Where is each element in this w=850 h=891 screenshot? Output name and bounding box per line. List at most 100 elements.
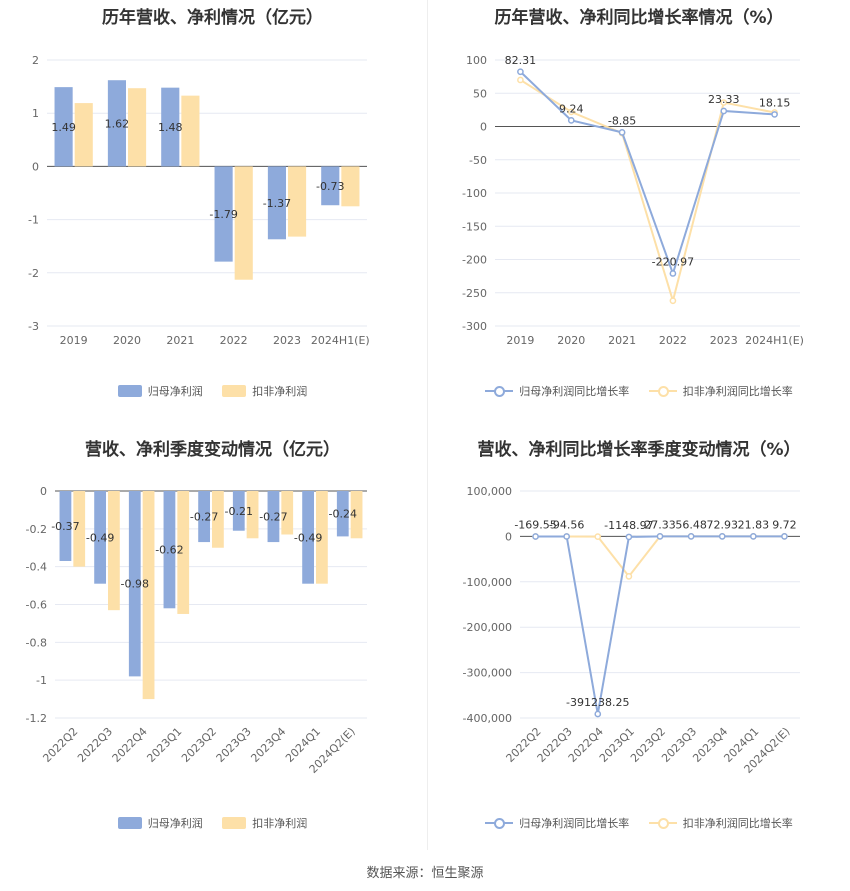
y-tick-label: -0.4 — [26, 561, 47, 574]
legend-label: 扣非净利润同比增长率 — [682, 385, 793, 398]
bar-series-2 — [341, 166, 360, 207]
y-tick-label: -150 — [462, 220, 487, 233]
legend-item-series-2[interactable]: 扣非净利润 — [222, 815, 307, 831]
bar-data-label: -0.49 — [86, 531, 114, 544]
x-tick-label: 2022 — [659, 334, 687, 347]
line-data-label: 72.93 — [706, 518, 738, 531]
y-tick-label: -0.8 — [26, 636, 47, 649]
y-tick-label: -1 — [36, 674, 47, 687]
x-tick-label: 2020 — [113, 334, 141, 347]
bar-data-label: -0.37 — [51, 520, 79, 533]
x-tick-label: 2024H1(E) — [745, 334, 804, 347]
y-tick-label: -100 — [462, 187, 487, 200]
line-data-label: 9.24 — [559, 102, 584, 115]
y-tick-label: 1 — [32, 107, 39, 120]
legend-label: 归母净利润同比增长率 — [519, 385, 630, 398]
legend: 归母净利润 扣非净利润 — [0, 383, 425, 400]
legend: 归母净利润同比增长率 扣非净利润同比增长率 — [428, 815, 850, 832]
x-tick-label: 2021 — [608, 334, 636, 347]
y-tick-label: 2 — [32, 54, 39, 67]
chart-title: 营收、净利季度变动情况（亿元） — [85, 440, 340, 460]
panel-divider — [427, 0, 428, 850]
line-data-label: -8.85 — [608, 114, 636, 127]
y-tick-label: 0 — [40, 485, 47, 498]
x-tick-label: 2024H1(E) — [311, 334, 370, 347]
bar-series-1 — [321, 166, 340, 206]
y-tick-label: 0 — [505, 530, 512, 543]
y-tick-label: -200,000 — [463, 621, 512, 634]
legend-swatch-series-2 — [648, 385, 677, 397]
point-series-1 — [567, 117, 575, 124]
bar-series-1 — [59, 491, 72, 561]
bar-data-label: -0.24 — [329, 508, 357, 521]
point-series-2 — [517, 76, 524, 84]
legend-label: 归母净利润 — [147, 817, 203, 830]
y-tick-label: -100,000 — [463, 576, 512, 589]
point-series-2 — [625, 573, 633, 580]
y-tick-label: -3 — [28, 320, 39, 333]
y-tick-label: -1 — [28, 214, 39, 227]
x-tick-label: 2023Q3 — [214, 725, 254, 765]
bar-data-label: 1.62 — [105, 117, 130, 130]
legend-label: 扣非净利润 — [252, 817, 308, 830]
x-tick-label: 2021 — [166, 334, 194, 347]
legend-item-series-1[interactable]: 归母净利润 — [117, 815, 203, 831]
bar-data-label: -1.79 — [209, 208, 237, 221]
point-series-1 — [720, 107, 728, 115]
x-tick-label: 2023 — [273, 334, 301, 347]
x-tick-label: 2020 — [557, 334, 585, 347]
bar-data-label: -1.37 — [263, 197, 291, 210]
legend-item-series-1[interactable]: 归母净利润同比增长率 — [485, 383, 629, 399]
y-tick-label: -300 — [462, 320, 487, 333]
y-tick-label: -400,000 — [463, 712, 512, 725]
bar-series-1 — [232, 491, 245, 531]
point-series-1 — [656, 533, 664, 540]
line-series-1 — [519, 71, 775, 277]
bar-series-2 — [281, 491, 294, 535]
legend-swatch-series-1 — [117, 817, 142, 829]
bar-series-1 — [107, 80, 126, 167]
legend-item-series-2[interactable]: 扣非净利润同比增长率 — [648, 815, 793, 831]
point-series-1 — [718, 533, 726, 540]
bar-series-2 — [73, 491, 86, 567]
line-data-label: 9.72 — [772, 518, 797, 531]
bar-series-1 — [161, 87, 180, 167]
legend-item-series-2[interactable]: 扣非净利润 — [222, 383, 307, 399]
bar-series-1 — [163, 491, 176, 609]
x-tick-label: 2019 — [506, 334, 534, 347]
legend-swatch-series-1 — [485, 817, 514, 829]
point-series-1 — [625, 533, 633, 541]
point-series-1 — [749, 533, 757, 540]
x-tick-label: 2022Q2 — [40, 725, 80, 765]
quarterly-growth-line-chart: 100,000 0 -100,000 -200,000 -300,000 -400,000… — [463, 485, 800, 776]
legend-swatch-series-1 — [117, 385, 142, 397]
bar-series-1 — [54, 87, 73, 167]
x-tick-label: 2023Q4 — [248, 725, 288, 765]
quarterly-profit-panel: 营收、净利季度变动情况（亿元） 0 -0.2 -0.4 -0.6 -0.8 -1 -1.2 2… — [0, 425, 425, 850]
bar-series-2 — [108, 491, 120, 611]
bar-series-1 — [128, 491, 141, 677]
legend-item-series-2[interactable]: 扣非净利润同比增长率 — [648, 383, 793, 399]
y-tick-label: 100,000 — [467, 485, 513, 498]
legend-item-series-1[interactable]: 归母净利润 — [117, 383, 203, 399]
line-data-label: -391238.25 — [566, 696, 629, 709]
point-series-2 — [567, 108, 575, 116]
chart-title: 历年营收、净利同比增长率情况（%） — [494, 8, 784, 28]
point-series-1 — [532, 533, 539, 540]
bar-series-2 — [142, 491, 155, 700]
y-tick-label: 0 — [32, 160, 39, 173]
bar-data-label: -0.98 — [121, 578, 149, 591]
bar-series-1 — [267, 491, 280, 543]
line-data-label: -94.56 — [549, 518, 584, 531]
legend-item-series-1[interactable]: 归母净利润同比增长率 — [485, 815, 629, 831]
line-data-label: -1148.97 — [604, 519, 653, 532]
bar-series-1 — [336, 491, 349, 537]
bar-series-2 — [288, 166, 307, 237]
y-tick-label: -200 — [462, 254, 487, 267]
x-tick-label: 2022Q4 — [110, 725, 150, 765]
x-tick-label: 2022 — [220, 334, 248, 347]
point-series-2 — [594, 533, 602, 540]
point-series-1 — [687, 533, 695, 540]
quarterly-profit-bar-chart: 0 -0.2 -0.4 -0.6 -0.8 -1 -1.22022Q22022Q32022Q… — [26, 485, 367, 776]
bar-series-1 — [214, 166, 233, 262]
